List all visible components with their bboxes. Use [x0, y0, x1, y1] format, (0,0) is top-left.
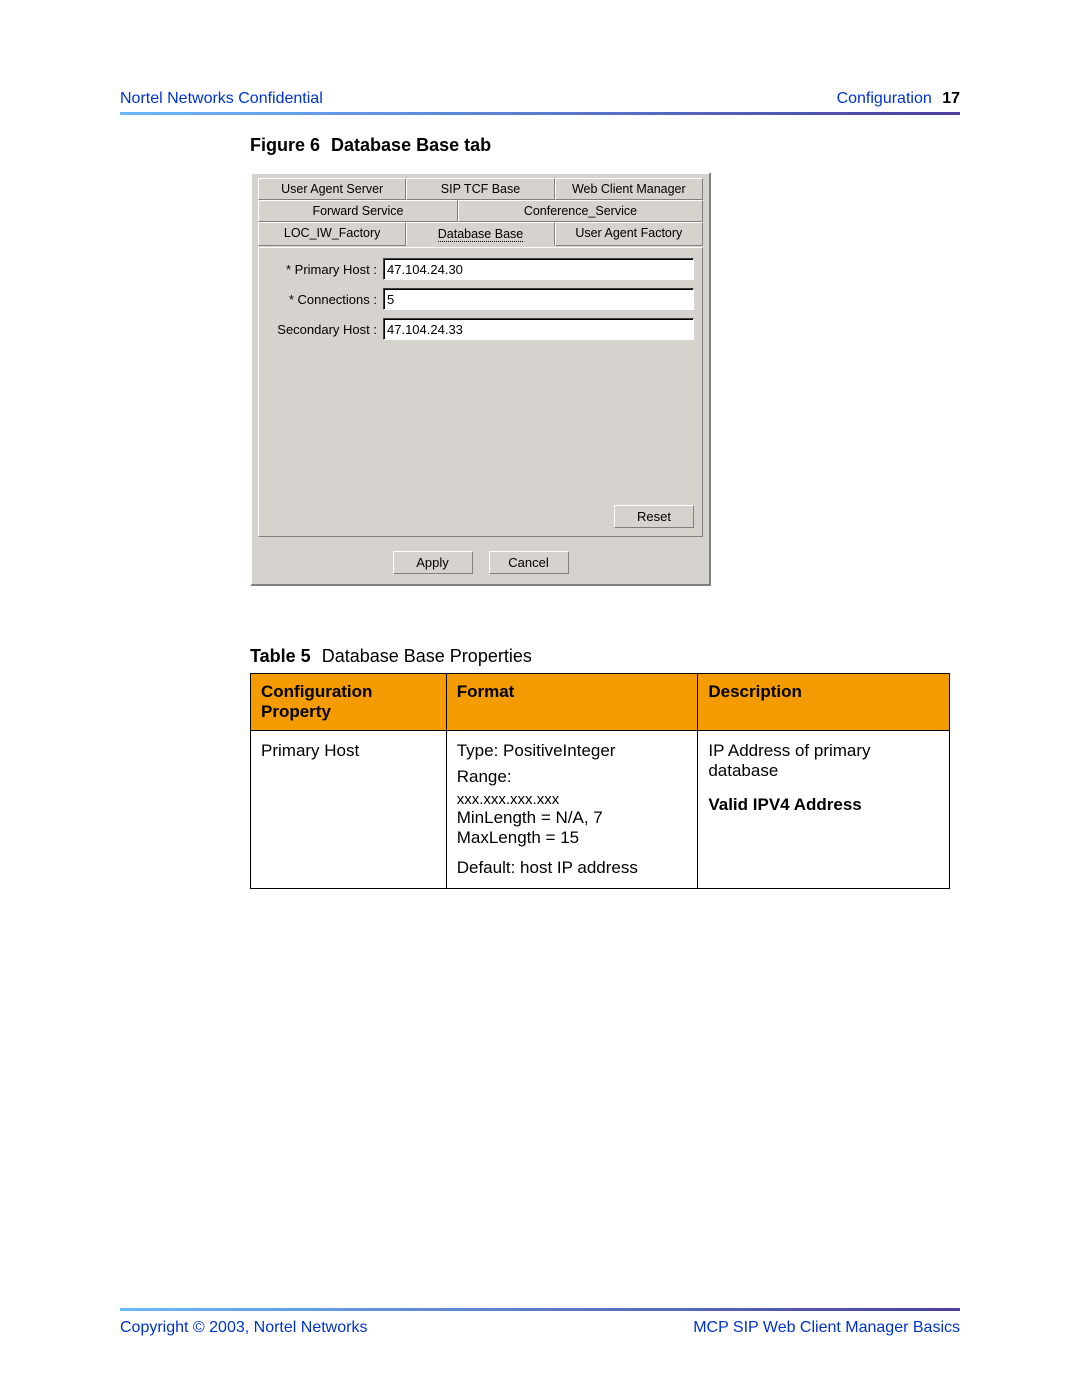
- table-title: Database Base Properties: [322, 646, 532, 666]
- col-config-property: Configuration Property: [251, 674, 447, 731]
- format-minlength: MinLength = N/A, 7: [457, 808, 688, 828]
- input-primary-host[interactable]: [383, 258, 694, 280]
- format-default: Default: host IP address: [457, 858, 688, 878]
- tab-database-base[interactable]: Database Base: [406, 222, 554, 246]
- table-row: Primary Host Type: PositiveInteger Range…: [251, 731, 950, 889]
- header-right-group: Configuration 17: [837, 90, 960, 108]
- tab-user-agent-server[interactable]: User Agent Server: [258, 178, 406, 200]
- format-type: Type: PositiveInteger: [457, 741, 688, 761]
- database-base-dialog: User Agent Server SIP TCF Base Web Clien…: [250, 172, 711, 586]
- cell-property: Primary Host: [251, 731, 447, 889]
- desc-text: IP Address of primary database: [708, 741, 939, 781]
- figure-title: Database Base tab: [331, 135, 491, 155]
- cell-format: Type: PositiveInteger Range: xxx.xxx.xxx…: [446, 731, 698, 889]
- format-maxlength: MaxLength = 15: [457, 828, 688, 848]
- header-left: Nortel Networks Confidential: [120, 90, 323, 108]
- col-description: Description: [698, 674, 950, 731]
- tabstrip: User Agent Server SIP TCF Base Web Clien…: [258, 178, 703, 246]
- desc-valid-ipv4: Valid IPV4 Address: [708, 795, 939, 815]
- cancel-button[interactable]: Cancel: [489, 551, 569, 574]
- apply-button[interactable]: Apply: [393, 551, 473, 574]
- format-range-pattern: xxx.xxx.xxx.xxx: [457, 791, 688, 808]
- tab-loc-iw-factory[interactable]: LOC_IW_Factory: [258, 222, 406, 246]
- format-range-label: Range:: [457, 767, 688, 787]
- row-primary-host: * Primary Host :: [267, 258, 694, 280]
- tab-user-agent-factory[interactable]: User Agent Factory: [555, 222, 703, 246]
- page-header: Nortel Networks Confidential Configurati…: [120, 90, 960, 108]
- footer-doc-title: MCP SIP Web Client Manager Basics: [693, 1319, 960, 1337]
- tab-sip-tcf-base[interactable]: SIP TCF Base: [406, 178, 554, 200]
- col-format: Format: [446, 674, 698, 731]
- label-connections: * Connections :: [267, 292, 383, 307]
- tab-web-client-manager[interactable]: Web Client Manager: [555, 178, 703, 200]
- properties-table: Configuration Property Format Descriptio…: [250, 673, 950, 889]
- footer-rule: [120, 1308, 960, 1311]
- figure-number: Figure 6: [250, 135, 320, 155]
- label-primary-host: * Primary Host :: [267, 262, 383, 277]
- label-secondary-host: Secondary Host :: [267, 322, 383, 337]
- cell-description: IP Address of primary database Valid IPV…: [698, 731, 950, 889]
- table-number: Table 5: [250, 646, 311, 666]
- input-secondary-host[interactable]: [383, 318, 694, 340]
- tab-panel: * Primary Host : * Connections : Seconda…: [258, 247, 703, 537]
- tab-forward-service[interactable]: Forward Service: [258, 200, 458, 222]
- footer-copyright: Copyright © 2003, Nortel Networks: [120, 1319, 367, 1337]
- reset-button[interactable]: Reset: [614, 505, 694, 528]
- table-caption: Table 5 Database Base Properties: [250, 646, 950, 667]
- tab-database-base-label: Database Base: [438, 227, 523, 242]
- header-rule: [120, 112, 960, 115]
- row-secondary-host: Secondary Host :: [267, 318, 694, 340]
- input-connections[interactable]: [383, 288, 694, 310]
- page-number: 17: [942, 90, 960, 107]
- row-connections: * Connections :: [267, 288, 694, 310]
- page-footer: Copyright © 2003, Nortel Networks MCP SI…: [120, 1300, 960, 1337]
- tab-conference-service[interactable]: Conference_Service: [458, 200, 703, 222]
- figure-caption: Figure 6 Database Base tab: [250, 135, 950, 156]
- header-section: Configuration: [837, 90, 932, 107]
